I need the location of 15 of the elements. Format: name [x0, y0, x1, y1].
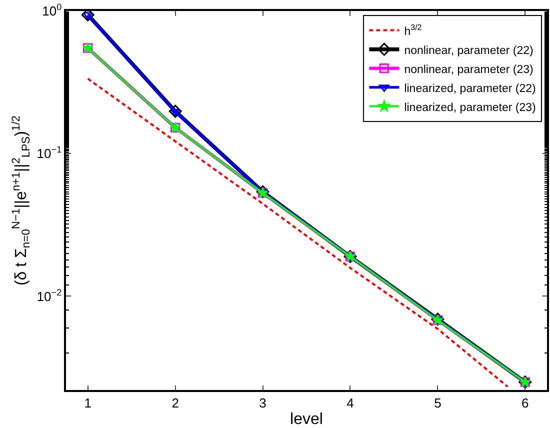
y-tick-label: 10$^{−2}$ [36, 287, 62, 304]
y-tick-label: 10$^{−1}$ [36, 144, 62, 162]
x-tick-label: 6 [522, 395, 529, 410]
x-tick-label: 1 [84, 395, 92, 410]
legend-label: h$^{3/2}$ [404, 22, 422, 38]
x-tick-label: 2 [172, 395, 179, 410]
legend-label: linearized, parameter (22) [404, 82, 536, 95]
x-tick-label: 4 [346, 395, 354, 410]
x-axis-title: level [290, 411, 323, 428]
x-tick-label: 3 [259, 395, 266, 410]
x-tick-label: 5 [434, 395, 442, 410]
legend-label: nonlinear, parameter (22) [404, 44, 534, 57]
y-tick-label: 10$^{0}$ [42, 2, 62, 19]
legend-label: linearized, parameter (23) [404, 102, 536, 114]
legend-label: nonlinear, parameter (23) [404, 64, 534, 76]
